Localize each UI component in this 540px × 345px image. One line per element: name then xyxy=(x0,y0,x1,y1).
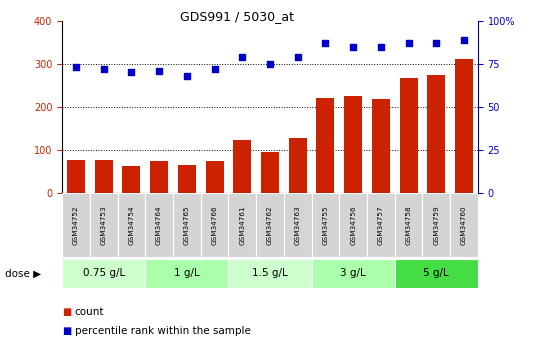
Point xyxy=(266,61,274,67)
Text: GSM34763: GSM34763 xyxy=(295,205,301,245)
Text: 1 g/L: 1 g/L xyxy=(174,268,200,278)
Bar xyxy=(455,59,473,193)
Text: GSM34764: GSM34764 xyxy=(156,205,162,245)
Point xyxy=(376,44,385,49)
Point xyxy=(72,65,80,70)
Bar xyxy=(90,193,118,257)
Bar xyxy=(344,96,362,193)
Point xyxy=(460,37,468,42)
Text: 1.5 g/L: 1.5 g/L xyxy=(252,268,288,278)
Bar xyxy=(233,140,251,193)
Text: ■: ■ xyxy=(62,326,71,336)
Bar xyxy=(400,78,417,193)
Bar xyxy=(145,259,228,288)
Text: GSM34766: GSM34766 xyxy=(212,205,218,245)
Text: dose ▶: dose ▶ xyxy=(5,268,42,278)
Bar xyxy=(312,259,395,288)
Bar xyxy=(94,159,113,193)
Text: GSM34762: GSM34762 xyxy=(267,205,273,245)
Point xyxy=(155,68,164,73)
Text: percentile rank within the sample: percentile rank within the sample xyxy=(75,326,251,336)
Bar xyxy=(67,159,85,193)
Point xyxy=(349,44,357,49)
Bar xyxy=(367,193,395,257)
Point xyxy=(404,40,413,46)
Bar xyxy=(372,99,390,193)
Bar xyxy=(422,193,450,257)
Text: GSM34765: GSM34765 xyxy=(184,205,190,245)
Bar xyxy=(62,259,145,288)
Bar xyxy=(206,161,224,193)
Bar xyxy=(316,98,334,193)
Bar xyxy=(150,161,168,193)
Text: count: count xyxy=(75,307,104,317)
Text: GSM34753: GSM34753 xyxy=(100,205,107,245)
Bar xyxy=(261,152,279,193)
Text: 5 g/L: 5 g/L xyxy=(423,268,449,278)
Text: GSM34760: GSM34760 xyxy=(461,205,467,245)
Point xyxy=(293,54,302,60)
Bar xyxy=(178,165,196,193)
Text: GSM34757: GSM34757 xyxy=(378,205,384,245)
Text: GSM34754: GSM34754 xyxy=(129,205,134,245)
Point xyxy=(432,40,441,46)
Bar xyxy=(395,259,478,288)
Bar xyxy=(145,193,173,257)
Text: ■: ■ xyxy=(62,307,71,317)
Bar xyxy=(201,193,228,257)
Bar xyxy=(289,138,307,193)
Text: GSM34752: GSM34752 xyxy=(73,205,79,245)
Text: GSM34755: GSM34755 xyxy=(322,205,328,245)
Bar xyxy=(284,193,312,257)
Bar xyxy=(228,193,256,257)
Point xyxy=(321,40,330,46)
Text: GDS991 / 5030_at: GDS991 / 5030_at xyxy=(180,10,294,23)
Point xyxy=(183,73,191,79)
Bar xyxy=(256,193,284,257)
Text: GSM34756: GSM34756 xyxy=(350,205,356,245)
Point xyxy=(238,54,247,60)
Bar xyxy=(62,193,90,257)
Point xyxy=(99,66,108,72)
Point xyxy=(210,66,219,72)
Bar xyxy=(118,193,145,257)
Text: 3 g/L: 3 g/L xyxy=(340,268,366,278)
Bar xyxy=(312,193,339,257)
Bar xyxy=(173,193,201,257)
Text: 0.75 g/L: 0.75 g/L xyxy=(83,268,125,278)
Bar xyxy=(427,75,446,193)
Text: GSM34761: GSM34761 xyxy=(239,205,245,245)
Bar xyxy=(228,259,312,288)
Bar xyxy=(450,193,478,257)
Text: GSM34758: GSM34758 xyxy=(406,205,411,245)
Bar xyxy=(123,167,140,193)
Bar xyxy=(339,193,367,257)
Text: GSM34759: GSM34759 xyxy=(433,205,440,245)
Point xyxy=(127,70,136,75)
Bar xyxy=(395,193,422,257)
